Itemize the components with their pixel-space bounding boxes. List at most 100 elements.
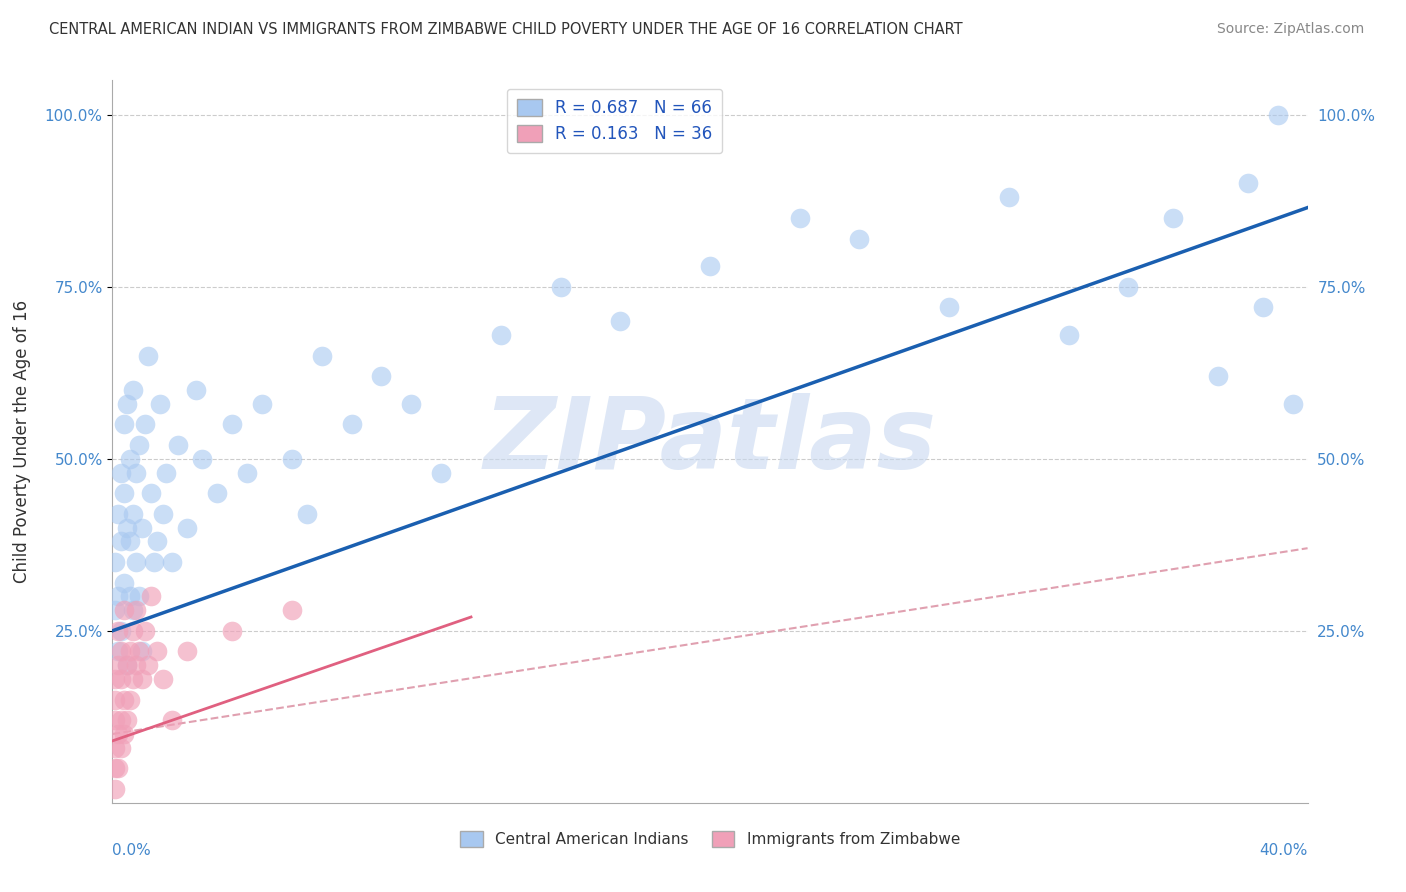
Point bbox=[107, 590, 129, 604]
Point bbox=[176, 520, 198, 534]
Y-axis label: Child Poverty Under the Age of 16: Child Poverty Under the Age of 16 bbox=[13, 300, 31, 583]
Point bbox=[699, 259, 721, 273]
Point bbox=[191, 451, 214, 466]
Point bbox=[107, 658, 129, 673]
Point bbox=[131, 520, 153, 534]
Text: ZIPatlas: ZIPatlas bbox=[484, 393, 936, 490]
Point bbox=[128, 438, 150, 452]
Point bbox=[114, 692, 135, 706]
Point bbox=[120, 692, 142, 706]
Point bbox=[176, 644, 198, 658]
Point bbox=[205, 486, 228, 500]
Text: 40.0%: 40.0% bbox=[1260, 843, 1308, 857]
Point bbox=[114, 603, 135, 617]
Point bbox=[107, 624, 129, 638]
Point bbox=[236, 466, 259, 480]
Point bbox=[110, 713, 132, 727]
Point bbox=[114, 727, 135, 741]
Point bbox=[114, 417, 135, 432]
Point bbox=[1161, 211, 1184, 225]
Point bbox=[117, 658, 139, 673]
Text: 0.0%: 0.0% bbox=[112, 843, 152, 857]
Point bbox=[938, 301, 960, 315]
Point bbox=[107, 507, 129, 521]
Point bbox=[221, 417, 243, 432]
Point bbox=[401, 397, 423, 411]
Point bbox=[370, 369, 392, 384]
Point bbox=[107, 727, 129, 741]
Point bbox=[104, 692, 127, 706]
Point bbox=[340, 417, 363, 432]
Point bbox=[162, 555, 183, 569]
Point bbox=[221, 624, 243, 638]
Point bbox=[141, 590, 163, 604]
Point bbox=[998, 190, 1021, 204]
Point bbox=[128, 590, 150, 604]
Point bbox=[125, 466, 148, 480]
Legend: Central American Indians, Immigrants from Zimbabwe: Central American Indians, Immigrants fro… bbox=[454, 825, 966, 853]
Point bbox=[128, 644, 150, 658]
Point bbox=[143, 555, 166, 569]
Point bbox=[120, 590, 142, 604]
Point bbox=[110, 624, 132, 638]
Point bbox=[125, 603, 148, 617]
Point bbox=[430, 466, 453, 480]
Point bbox=[167, 438, 190, 452]
Point bbox=[146, 534, 169, 549]
Point bbox=[120, 451, 142, 466]
Point bbox=[122, 603, 145, 617]
Point bbox=[110, 672, 132, 686]
Point bbox=[146, 644, 169, 658]
Point bbox=[789, 211, 811, 225]
Point bbox=[120, 644, 142, 658]
Point bbox=[122, 383, 145, 397]
Point bbox=[117, 658, 139, 673]
Point bbox=[295, 507, 318, 521]
Point bbox=[134, 417, 156, 432]
Point bbox=[489, 327, 512, 342]
Point bbox=[114, 575, 135, 590]
Point bbox=[117, 397, 139, 411]
Point bbox=[1251, 301, 1274, 315]
Point bbox=[131, 672, 153, 686]
Point bbox=[110, 644, 132, 658]
Point bbox=[141, 486, 163, 500]
Point bbox=[122, 672, 145, 686]
Point bbox=[110, 466, 132, 480]
Point bbox=[155, 466, 177, 480]
Point bbox=[114, 486, 135, 500]
Point bbox=[104, 713, 127, 727]
Point bbox=[125, 658, 148, 673]
Text: Source: ZipAtlas.com: Source: ZipAtlas.com bbox=[1216, 22, 1364, 37]
Point bbox=[122, 624, 145, 638]
Point bbox=[107, 761, 129, 775]
Point bbox=[104, 740, 127, 755]
Point bbox=[186, 383, 208, 397]
Point bbox=[152, 507, 174, 521]
Point bbox=[848, 231, 870, 245]
Point bbox=[134, 624, 156, 638]
Point bbox=[117, 713, 139, 727]
Text: CENTRAL AMERICAN INDIAN VS IMMIGRANTS FROM ZIMBABWE CHILD POVERTY UNDER THE AGE : CENTRAL AMERICAN INDIAN VS IMMIGRANTS FR… bbox=[49, 22, 963, 37]
Point bbox=[311, 349, 333, 363]
Point bbox=[1118, 279, 1140, 293]
Point bbox=[550, 279, 572, 293]
Point bbox=[138, 658, 160, 673]
Point bbox=[122, 507, 145, 521]
Point bbox=[281, 451, 304, 466]
Point bbox=[120, 534, 142, 549]
Point bbox=[131, 644, 153, 658]
Point bbox=[104, 555, 127, 569]
Point bbox=[104, 782, 127, 797]
Point bbox=[125, 555, 148, 569]
Point bbox=[281, 603, 304, 617]
Point bbox=[1237, 177, 1260, 191]
Point bbox=[1281, 397, 1303, 411]
Point bbox=[1267, 108, 1289, 122]
Point bbox=[609, 314, 631, 328]
Point bbox=[138, 349, 160, 363]
Point bbox=[104, 672, 127, 686]
Point bbox=[107, 644, 129, 658]
Point bbox=[104, 603, 127, 617]
Point bbox=[110, 534, 132, 549]
